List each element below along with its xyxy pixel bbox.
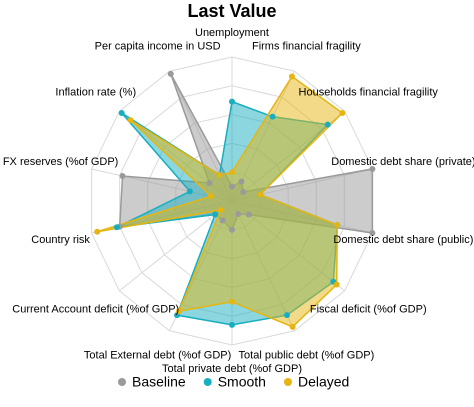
data-point — [94, 228, 101, 235]
axis-label: Inflation rate (%) — [55, 86, 136, 98]
data-point — [240, 189, 247, 196]
legend-marker — [118, 378, 126, 386]
axis-label: Total public debt (%of GDP) — [239, 349, 375, 361]
data-point — [324, 121, 331, 128]
data-point — [113, 224, 120, 231]
legend-label: Smooth — [218, 374, 266, 390]
data-point — [207, 193, 214, 200]
data-point — [217, 206, 224, 213]
data-point — [127, 117, 134, 124]
data-point — [334, 222, 341, 229]
axis-label: Households financial fragility — [299, 86, 439, 98]
data-point — [119, 173, 126, 180]
axis-label: Current Account deficit (%of GDP) — [12, 304, 179, 316]
data-point — [229, 321, 235, 328]
data-point — [229, 98, 235, 105]
data-point — [186, 188, 193, 195]
data-point — [167, 70, 174, 77]
data-point — [175, 308, 182, 315]
axis-label: Firms financial fragility — [252, 40, 361, 52]
series-areas — [94, 70, 376, 330]
axis-label: Domestic debt share (public) — [333, 234, 473, 246]
data-point — [369, 165, 376, 172]
data-point — [118, 110, 125, 117]
data-point — [369, 230, 376, 237]
axis-label: Country risk — [31, 234, 90, 246]
axis-label: FX reserves (%of GDP) — [3, 156, 119, 168]
data-point — [229, 226, 235, 233]
axis-label: Per capita income in USD — [95, 40, 221, 52]
data-point — [283, 312, 290, 319]
data-point — [229, 298, 235, 305]
data-point — [229, 183, 235, 190]
data-point — [289, 323, 296, 330]
legend-marker — [203, 378, 212, 386]
data-point — [219, 217, 226, 224]
data-point — [288, 73, 295, 80]
axis-label: Total External debt (%of GDP) — [84, 349, 231, 361]
chart-title: Last Value — [187, 1, 276, 21]
legend-marker — [283, 378, 292, 386]
data-point — [238, 178, 245, 185]
data-point — [257, 191, 264, 198]
data-point — [216, 172, 223, 179]
legend-label: Delayed — [298, 374, 349, 390]
data-point — [333, 281, 340, 288]
axis-label: Unemployment — [195, 27, 269, 39]
legend-label: Baseline — [132, 374, 186, 390]
axis-label: Domestic debt share (private) — [331, 156, 474, 168]
legend: Baseline Smooth Delayed — [118, 374, 349, 390]
axis-label: Fiscal deficit (%of GDP) — [310, 304, 427, 316]
data-point — [235, 210, 242, 217]
data-point — [245, 211, 252, 218]
axis-label: Total private debt (%of GDP) — [162, 363, 302, 375]
data-point — [269, 113, 276, 120]
data-point — [212, 211, 219, 218]
data-point — [206, 180, 213, 187]
data-point — [339, 110, 346, 117]
data-point — [229, 169, 235, 176]
